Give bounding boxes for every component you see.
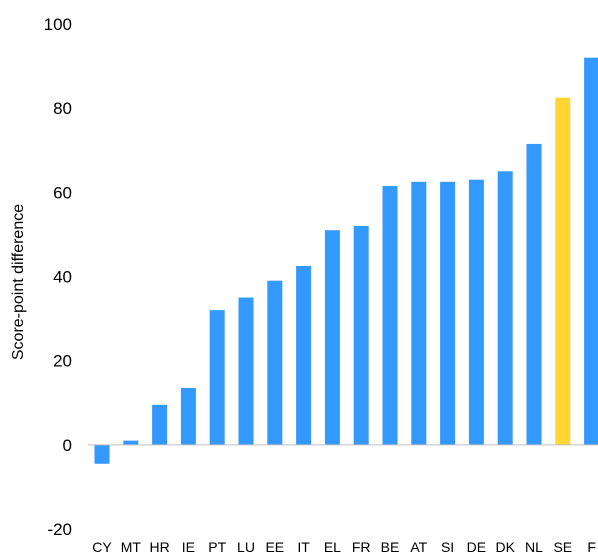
- y-tick-label: 100: [44, 15, 72, 34]
- bar-cy: [94, 444, 110, 464]
- x-tick-label: DK: [495, 539, 515, 555]
- x-axis-labels: CY MT HR IE PT LU EE IT EL FR BE AT SI DE DK NL SE F: [92, 539, 596, 555]
- x-tick-label: AT: [410, 539, 427, 555]
- bar-f: [584, 57, 598, 445]
- y-axis-title: Score-point difference: [10, 204, 27, 360]
- y-tick-label: 80: [53, 99, 72, 118]
- x-tick-label: IT: [297, 539, 310, 555]
- bar-ie: [180, 388, 196, 445]
- bar-pt: [209, 310, 225, 445]
- x-tick-label: BE: [381, 539, 400, 555]
- x-tick-label: LU: [237, 539, 255, 555]
- y-tick-label: 60: [53, 183, 72, 202]
- bar-de: [468, 179, 484, 445]
- bar-at: [411, 181, 427, 445]
- bar-be: [382, 186, 398, 445]
- x-tick-label: MT: [121, 539, 142, 555]
- bars: [94, 57, 598, 464]
- x-tick-label: SE: [553, 539, 572, 555]
- bar-lu: [238, 297, 254, 445]
- bar-se: [555, 97, 571, 445]
- y-axis-ticks: -20 0 20 40 60 80 100: [44, 15, 72, 539]
- bar-mt: [123, 440, 139, 445]
- bar-dk: [497, 171, 513, 445]
- bar-fr: [353, 226, 369, 445]
- y-tick-label: 0: [63, 436, 72, 455]
- y-tick-label: -20: [47, 520, 72, 539]
- x-tick-label: EE: [265, 539, 284, 555]
- x-tick-label: NL: [525, 539, 543, 555]
- x-tick-label: CY: [92, 539, 112, 555]
- bar-it: [296, 265, 312, 445]
- x-tick-label: IE: [182, 539, 195, 555]
- bar-hr: [152, 404, 168, 445]
- x-tick-label: DE: [467, 539, 486, 555]
- bar-ee: [267, 280, 283, 445]
- bar-si: [440, 181, 456, 445]
- bar-nl: [526, 143, 542, 445]
- y-tick-label: 20: [53, 352, 72, 371]
- x-tick-label: HR: [149, 539, 169, 555]
- x-tick-label: SI: [441, 539, 454, 555]
- x-tick-label: EL: [324, 539, 341, 555]
- x-tick-label: FR: [352, 539, 371, 555]
- x-tick-label: PT: [208, 539, 226, 555]
- x-tick-label: F: [587, 539, 596, 555]
- y-tick-label: 40: [53, 268, 72, 287]
- bar-el: [324, 230, 340, 445]
